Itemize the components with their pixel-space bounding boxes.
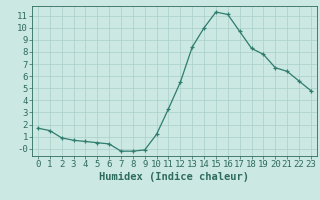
- X-axis label: Humidex (Indice chaleur): Humidex (Indice chaleur): [100, 172, 249, 182]
